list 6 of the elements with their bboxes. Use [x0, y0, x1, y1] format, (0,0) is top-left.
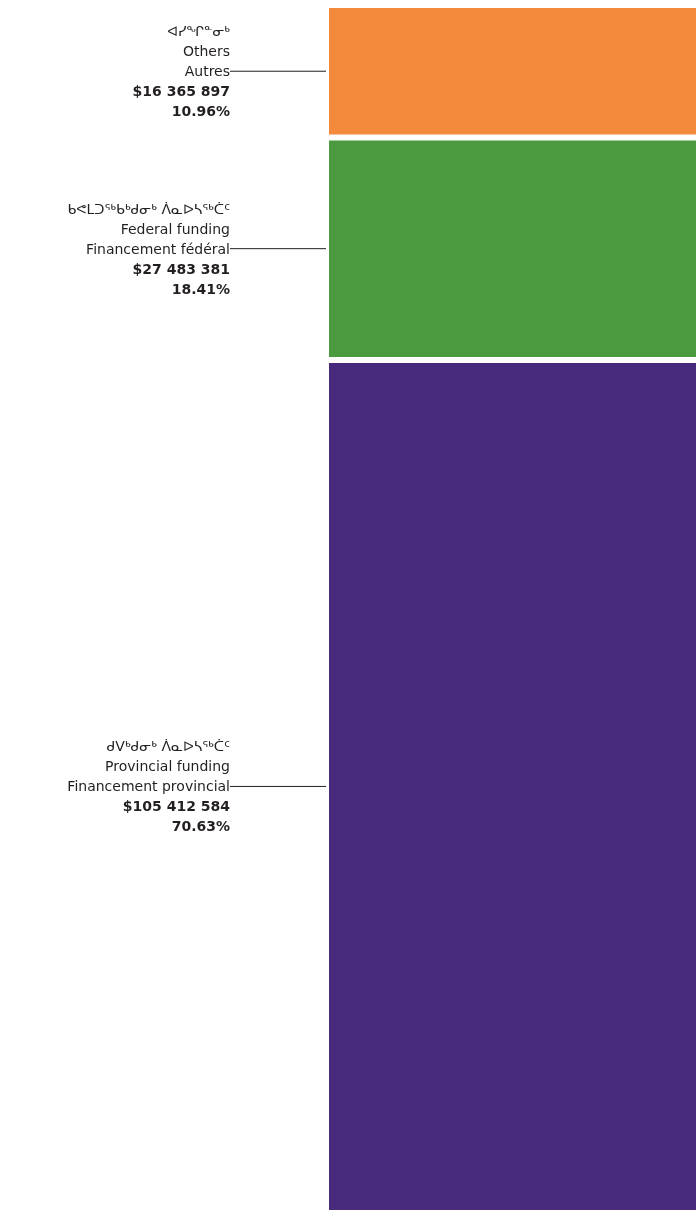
data-label: $27 483 381 18.41% — [132, 260, 230, 297]
data-label: $105 412 584 70.63% — [122, 798, 231, 835]
text: ᐊᓯᖏᓐᓂᒃ Others Autres — [167, 23, 231, 80]
data-label: $16 365 897 10.96% — [132, 83, 230, 120]
text: ᑯᐯᒃᑯᓂᒃ ᐲᓇᐅᓴᖅᑖᑦ Provincial funding Financement provincial — [67, 738, 230, 795]
text: ᑲᕙᒪᑐᖅᑲᒃᑯᓂᒃ ᐲᓇᐅᓴᖅᑖᑦ Federal funding Financement fédéral — [67, 200, 230, 257]
